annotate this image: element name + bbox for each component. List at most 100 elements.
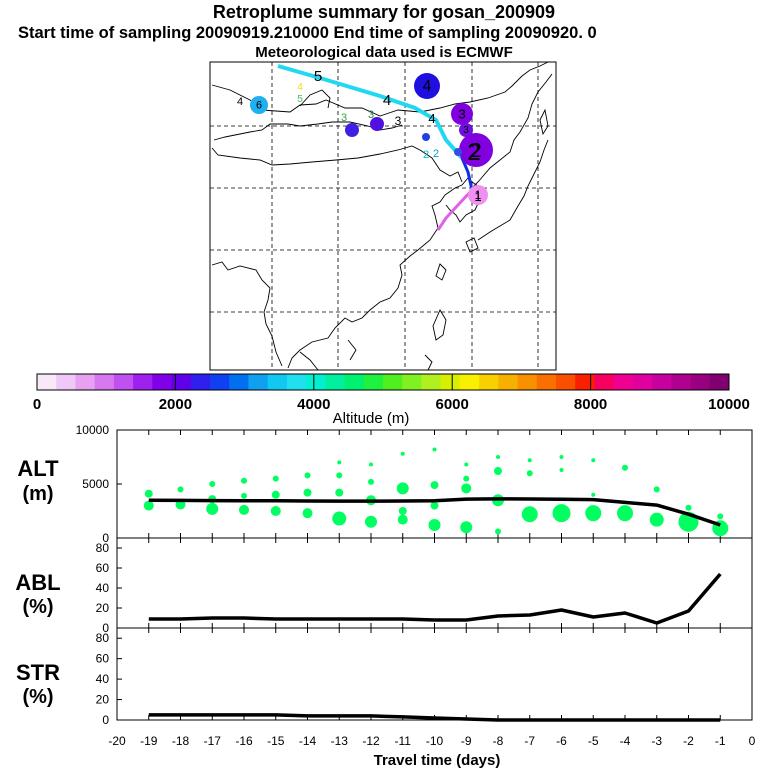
alt-cluster-point bbox=[177, 486, 184, 493]
trajectory-day-label: 4 bbox=[237, 96, 243, 108]
alt-cluster-point bbox=[397, 514, 408, 525]
trajectory-circle bbox=[454, 148, 462, 156]
abl-axis-unit: (%) bbox=[22, 596, 53, 618]
x-tick-label: -16 bbox=[235, 734, 253, 748]
x-tick-label: -7 bbox=[524, 734, 535, 748]
alt-ytick-label: 5000 bbox=[82, 477, 109, 491]
alt-cluster-point bbox=[302, 508, 313, 519]
colorbar-cell bbox=[306, 374, 326, 390]
colorbar-cell bbox=[229, 374, 249, 390]
trajectory-day-label: 1 bbox=[474, 189, 481, 204]
alt-cluster-point bbox=[144, 489, 153, 498]
colorbar-tick-label: 4000 bbox=[297, 396, 330, 413]
alt-cluster-point bbox=[526, 470, 533, 477]
colorbar-cell bbox=[37, 374, 57, 390]
x-tick-label: -2 bbox=[683, 734, 694, 748]
colorbar-cell bbox=[594, 374, 615, 390]
trajectory-circle-label: 4 bbox=[423, 78, 432, 95]
str-ytick-label: 20 bbox=[96, 693, 110, 707]
sampling-time-text: Start time of sampling 20090919.210000 E… bbox=[18, 24, 597, 42]
colorbar-cell bbox=[267, 374, 288, 390]
colorbar-cells bbox=[37, 374, 730, 390]
str-axis-label: STR bbox=[16, 660, 60, 685]
x-tick-label: 0 bbox=[749, 734, 756, 748]
colorbar-tick-label: 0 bbox=[33, 396, 41, 413]
str-ytick-label: 40 bbox=[96, 672, 110, 686]
abl-series-line bbox=[148, 572, 722, 625]
alt-cluster-point bbox=[559, 455, 564, 459]
x-tick-label: -19 bbox=[140, 734, 158, 748]
trajectory-circle-label: 2 bbox=[470, 140, 481, 162]
colorbar-cell bbox=[671, 374, 691, 390]
alt-cluster-point bbox=[617, 505, 633, 522]
abl-ytick-label: 0 bbox=[102, 621, 109, 635]
colorbar-tick-label: 2000 bbox=[159, 396, 192, 413]
colorbar-cell bbox=[479, 374, 499, 390]
alt-cluster-point bbox=[336, 472, 343, 479]
abl-panel-frame bbox=[116, 537, 753, 629]
alt-ytick-label: 10000 bbox=[76, 423, 110, 437]
trajectory-day-label: 2 bbox=[423, 149, 429, 161]
x-tick-label: -12 bbox=[362, 734, 380, 748]
alt-cluster-point bbox=[335, 488, 344, 497]
abl-axis-label: ABL bbox=[15, 570, 60, 595]
colorbar-cell bbox=[75, 374, 96, 390]
trajectory-circle bbox=[459, 133, 493, 167]
x-tick-label: -3 bbox=[651, 734, 662, 748]
trajectory-circle bbox=[422, 133, 430, 141]
colorbar-cell bbox=[56, 374, 76, 390]
colorbar-cell bbox=[498, 374, 518, 390]
trajectory-circle bbox=[250, 96, 268, 114]
trajectory-day-label: 4 bbox=[383, 92, 391, 109]
colorbar-cell bbox=[210, 374, 230, 390]
trajectory-circle bbox=[370, 117, 384, 131]
trajectory-circle-label: 3 bbox=[458, 106, 465, 121]
alt-ytick-label: 0 bbox=[102, 531, 109, 545]
colorbar-cell bbox=[248, 374, 269, 390]
trajectory-circle-label: 1 bbox=[475, 188, 482, 202]
colorbar-cell bbox=[363, 374, 384, 390]
trajectory-day-label: 3 bbox=[341, 112, 347, 124]
alt-cluster-point bbox=[206, 502, 219, 515]
colorbar-cell bbox=[556, 374, 576, 390]
str-ytick-label: 0 bbox=[102, 713, 109, 727]
alt-cluster-point bbox=[396, 482, 409, 495]
str-axis-unit: (%) bbox=[22, 686, 53, 708]
alt-cluster-point bbox=[428, 519, 441, 532]
alt-cluster-point bbox=[332, 511, 347, 526]
alt-cluster-point bbox=[585, 505, 602, 522]
x-tick-label: -18 bbox=[172, 734, 190, 748]
alt-cluster-point bbox=[430, 501, 439, 510]
trajectory-day-label: 3 bbox=[368, 109, 374, 121]
colorbar-cell bbox=[632, 374, 653, 390]
alt-cluster-point bbox=[653, 486, 660, 493]
alt-axis-unit: (m) bbox=[22, 483, 53, 505]
alt-cluster-point bbox=[430, 481, 439, 490]
alt-cluster-point bbox=[494, 467, 502, 476]
colorbar-cell bbox=[94, 374, 115, 390]
abl-ytick-label: 20 bbox=[96, 601, 110, 615]
alt-cluster-point bbox=[622, 464, 628, 471]
alt-cluster-point bbox=[365, 515, 377, 528]
colorbar-cell bbox=[440, 374, 461, 390]
trajectory-circle bbox=[345, 123, 359, 137]
str-ytick-label: 80 bbox=[96, 631, 110, 645]
alt-cluster-point bbox=[369, 462, 373, 467]
abl-ytick-label: 60 bbox=[96, 561, 110, 575]
alt-cluster-point bbox=[209, 481, 216, 487]
trajectory-day-label: 4 bbox=[428, 111, 435, 126]
alt-cluster-point bbox=[337, 460, 342, 465]
alt-cluster-point bbox=[272, 475, 279, 482]
colorbar-cell bbox=[402, 374, 422, 390]
str-panel-frame bbox=[116, 627, 753, 721]
str-panel: STR(%) 80 60 40 20 0 bbox=[16, 627, 753, 727]
alt-cluster-point bbox=[685, 504, 692, 511]
colorbar-cell bbox=[133, 374, 153, 390]
colorbar-cell bbox=[286, 374, 307, 390]
alt-cluster-point bbox=[143, 500, 154, 511]
colorbar-cell bbox=[575, 374, 595, 390]
colorbar-cell bbox=[536, 374, 557, 390]
colorbar-tick-label: 8000 bbox=[574, 396, 607, 413]
